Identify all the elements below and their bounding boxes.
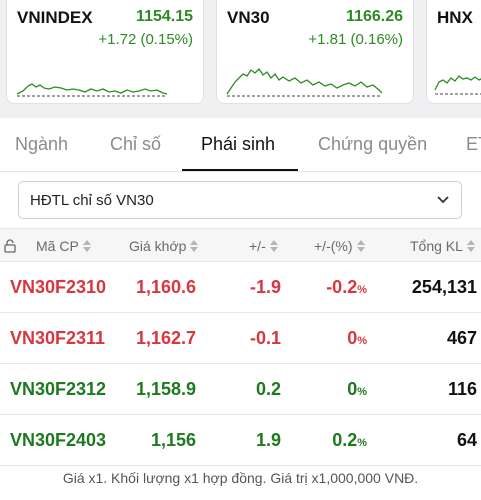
price-change: 0.2 (255, 379, 281, 399)
index-name: HNX (437, 8, 473, 27)
pct-unit: % (357, 335, 367, 347)
index-name: VNINDEX (17, 8, 93, 27)
tab-chi-so[interactable]: Chỉ số (110, 134, 162, 154)
sort-icon (190, 240, 199, 252)
match-price: 1,156 (150, 430, 196, 450)
category-tabs: Ngành Chỉ số Phái sinh Chứng quyền ET (0, 118, 481, 172)
contract-code: VN30F2311 (10, 328, 106, 348)
index-price: 1154.15 (136, 8, 193, 25)
pct-value: 0.2 (332, 430, 358, 450)
sort-icon (269, 240, 278, 252)
header-code-label: Mã CP (36, 238, 79, 254)
table-row[interactable]: VN30F2310 1,160.6 -1.9 -0.2% 254,131 (0, 262, 481, 313)
pct-value: 0 (347, 328, 358, 348)
sort-icon (356, 240, 365, 252)
sort-icon (82, 240, 91, 252)
index-price: 1166.26 (346, 8, 403, 25)
contract-code: VN30F2403 (10, 430, 107, 450)
total-volume: 64 (456, 430, 477, 450)
pct-unit: % (357, 437, 367, 449)
total-volume: 254,131 (411, 277, 477, 297)
index-sparkline (226, 67, 383, 97)
pct-change: 0% (347, 328, 367, 349)
header-change[interactable]: +/- (249, 238, 278, 254)
table-header: Mã CP Giá khớp +/- +/-(%) Tổng KL (0, 228, 481, 262)
sort-icon (466, 240, 475, 252)
header-pct-change[interactable]: +/-(%) (314, 238, 365, 254)
index-card-hnx[interactable]: HNX (426, 0, 481, 104)
index-cards-strip: VNINDEX 1154.15 +1.72 (0.15%) VN30 1166.… (0, 0, 481, 118)
contract-code: VN30F2310 (10, 277, 107, 297)
table-row[interactable]: VN30F2403 1,156 1.9 0.2% 64 (0, 415, 481, 466)
match-price: 1,160.6 (135, 277, 196, 297)
total-volume: 116 (447, 379, 477, 399)
tab-nganh[interactable]: Ngành (15, 134, 69, 154)
match-price: 1,162.7 (135, 328, 196, 348)
pct-value: -0.2 (326, 277, 358, 297)
price-change: 1.9 (255, 430, 281, 450)
pct-change: 0.2% (332, 430, 367, 451)
table-row[interactable]: VN30F2311 1,162.7 -0.1 0% 467 (0, 313, 481, 364)
pct-unit: % (357, 386, 367, 398)
index-sparkline (16, 83, 168, 97)
price-change: -1.9 (249, 277, 281, 297)
pct-change: -0.2% (326, 277, 367, 298)
chevron-down-icon (437, 196, 449, 204)
price-change: -0.1 (249, 328, 281, 348)
index-card-vnindex[interactable]: VNINDEX 1154.15 +1.72 (0.15%) (6, 0, 204, 104)
pct-change: 0% (347, 379, 367, 400)
index-name: VN30 (227, 8, 270, 27)
pct-value: 0 (347, 379, 358, 399)
header-volume-label: Tổng KL (410, 238, 463, 254)
footer-note: Giá x1. Khối lượng x1 hợp đồng. Giá trị … (62, 470, 419, 486)
tab-etf[interactable]: ET (466, 134, 481, 154)
index-card-vn30[interactable]: VN30 1166.26 +1.81 (0.16%) (216, 0, 414, 104)
active-tab-indicator (182, 169, 298, 171)
header-price[interactable]: Giá khớp (129, 238, 199, 254)
pct-unit: % (357, 284, 367, 296)
match-price: 1,158.9 (135, 379, 196, 399)
contract-type-select[interactable]: HĐTL chỉ số VN30 (18, 181, 462, 219)
total-volume: 467 (446, 328, 477, 348)
index-change: +1.72 (0.15%) (98, 31, 193, 48)
header-volume[interactable]: Tổng KL (410, 238, 475, 254)
contract-code: VN30F2312 (10, 379, 107, 399)
tab-phai-sinh[interactable]: Phái sinh (201, 134, 276, 154)
index-change: +1.81 (0.16%) (308, 31, 403, 48)
tab-chung-quyen[interactable]: Chứng quyền (318, 134, 428, 154)
lock-icon[interactable] (4, 239, 16, 253)
index-sparkline (434, 75, 481, 95)
header-price-label: Giá khớp (129, 238, 187, 254)
table-row[interactable]: VN30F2312 1,158.9 0.2 0% 116 (0, 364, 481, 415)
header-change-label: +/- (249, 238, 266, 254)
header-pct-change-label: +/-(%) (314, 238, 353, 254)
header-code[interactable]: Mã CP (36, 238, 91, 254)
select-value: HĐTL chỉ số VN30 (30, 192, 154, 209)
